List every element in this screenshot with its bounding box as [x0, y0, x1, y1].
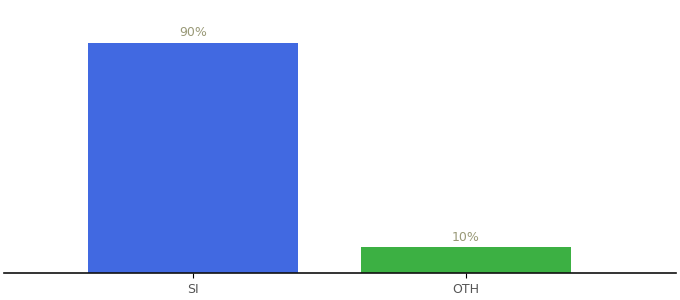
Text: 90%: 90% — [179, 26, 207, 39]
Text: 10%: 10% — [452, 231, 480, 244]
Bar — [361, 248, 571, 273]
Bar — [88, 43, 298, 273]
